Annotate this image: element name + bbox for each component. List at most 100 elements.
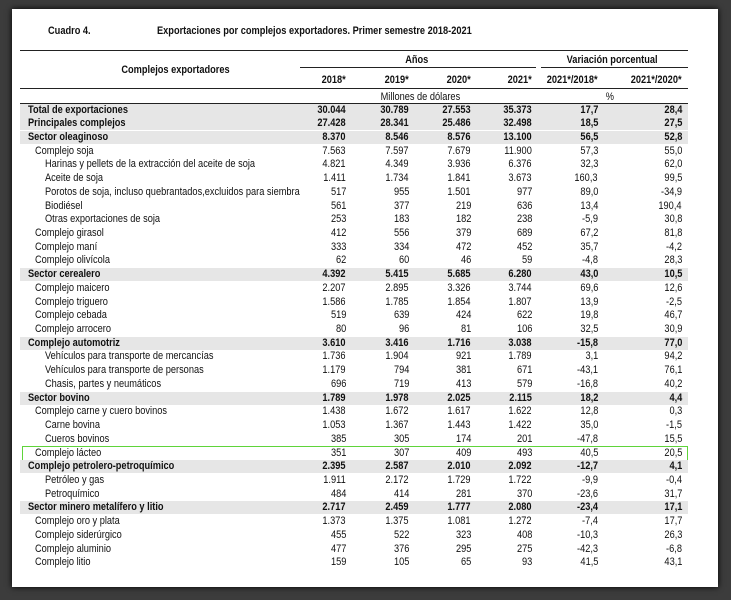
cell: -0,4 [666,473,682,486]
cell: 3.038 [508,336,532,349]
cell: 69,6 [580,281,598,294]
cell: 106 [516,323,532,336]
cell: 7.597 [385,144,409,157]
cell: 27.553 [442,103,471,116]
cell: 1.081 [447,515,471,528]
cell: 1.622 [508,405,532,418]
cell: 1.785 [385,295,409,308]
cell: 8.370 [322,130,346,143]
cell: 1.978 [385,391,409,404]
row-label: Complejo maicero [35,281,110,294]
row-label: Chasis, partes y neumáticos [45,377,162,390]
cell: -42,3 [576,542,598,555]
row-label: Carne bovina [45,419,100,432]
rule [300,67,536,68]
row-label: Complejo automotriz [28,336,120,349]
cell: 1.729 [447,473,471,486]
cell: 30.789 [380,103,409,116]
cell: 60 [398,254,409,267]
cell: 305 [393,432,409,445]
row-label: Aceite de soja [45,172,104,185]
cell: 414 [393,487,409,500]
cell: 6.280 [508,268,532,281]
cell: -4,8 [582,254,598,267]
column-header: 2020* [446,73,471,86]
cell: 4,4 [669,391,682,404]
cell: 1.841 [447,172,471,185]
cell: 7.679 [447,144,471,157]
cell: 1.422 [508,419,532,432]
cell: 67,2 [580,226,598,239]
cell: 3.744 [508,281,532,294]
cell: 376 [393,542,409,555]
cell: 1.789 [508,350,532,363]
cell: 43,0 [580,268,598,281]
cell: 351 [330,446,346,459]
cell: 1.411 [323,172,346,185]
row-label: Complejo lácteo [35,446,102,459]
cell: 370 [516,487,532,500]
rule [20,50,688,51]
row-label: Complejo siderúrgico [35,528,122,541]
cell: 8.576 [447,130,471,143]
group-header: Variación porcentual [566,53,658,66]
row-label: Sector cerealero [28,268,101,281]
cell: 11.900 [504,144,532,157]
column-header: 2018* [321,73,346,86]
cell: 183 [393,213,409,226]
cell: 2.092 [508,460,532,473]
cell: 3,1 [585,350,598,363]
cell: 4,1 [669,460,682,473]
cell: 671 [516,364,532,377]
cell: 105 [393,556,409,569]
cell: 622 [516,309,532,322]
cell: 27,5 [664,117,682,130]
row-label: Complejo cebada [35,309,107,322]
cell: 334 [393,240,409,253]
cell: -23,4 [576,501,598,514]
cell: 62,0 [664,158,682,171]
cell: 160,3 [574,172,598,185]
cell: 81,8 [664,226,682,239]
cell: 35.373 [503,103,532,116]
row-label: Sector bovino [28,391,90,404]
cell: 190,4 [658,199,682,212]
cell: 41,5 [580,556,598,569]
row-label: Complejo oro y plata [35,515,120,528]
cell: 1.789 [322,391,346,404]
cell: 10,5 [664,268,682,281]
row-label: Complejo olivícola [35,254,110,267]
row-label: Petróleo y gas [45,473,105,486]
row-shade [20,103,688,117]
cell: 17,7 [664,515,682,528]
cell: 379 [455,226,471,239]
cell: -5,9 [582,213,598,226]
cell: 307 [393,446,409,459]
row-label: Harinas y pellets de la extracción del a… [45,158,256,171]
cell: 1.736 [322,350,346,363]
cell: 1.501 [447,185,471,198]
row-label: Complejo maní [35,240,98,253]
cell: 689 [516,226,532,239]
cell: 1.777 [447,501,471,514]
cell: 12,8 [580,405,598,418]
cell: 472 [455,240,471,253]
cell: 19,8 [580,309,598,322]
cell: 579 [516,377,532,390]
cell: 55,0 [664,144,682,157]
cell: 238 [516,213,532,226]
cell: 28.341 [380,117,409,130]
row-label: Complejo arrocero [35,323,112,336]
cell: 12,6 [664,281,682,294]
cell: 1.722 [508,473,532,486]
cell: 28,4 [664,103,682,116]
cell: 2.010 [447,460,471,473]
cell: 921 [455,350,471,363]
cell: 3.416 [385,336,409,349]
cell: 30,9 [664,323,682,336]
cell: -10,3 [576,528,598,541]
cell: -15,8 [576,336,598,349]
cell: 1.373 [322,515,346,528]
cell: 8.546 [385,130,409,143]
row-shade [20,130,688,144]
